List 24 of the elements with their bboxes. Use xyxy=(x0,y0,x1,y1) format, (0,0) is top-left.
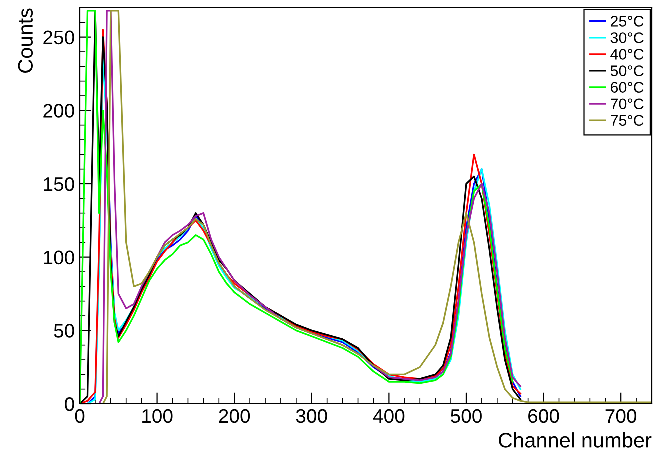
x-tick-label: 0 xyxy=(75,409,85,424)
x-tick-label: 100 xyxy=(142,409,173,424)
y-axis-title: Counts xyxy=(18,8,34,73)
x-tick-label: 600 xyxy=(528,409,560,424)
x-tick-label: 300 xyxy=(296,409,328,424)
legend-label: 30°C xyxy=(610,32,644,44)
y-tick-label: 100 xyxy=(44,250,74,265)
y-tick-label: 250 xyxy=(44,30,74,45)
y-tick-label: 50 xyxy=(54,324,74,338)
legend-label: 50°C xyxy=(610,66,644,76)
x-tick-label: 500 xyxy=(451,409,482,424)
x-tick-label: 200 xyxy=(219,409,250,424)
legend-label: 70°C xyxy=(611,98,644,110)
y-tick-label: 0 xyxy=(65,397,74,412)
y-tick-label: 200 xyxy=(44,104,74,118)
x-tick-label: 400 xyxy=(373,409,405,424)
y-tick-label: 150 xyxy=(44,177,74,192)
legend-label: 25°C xyxy=(610,16,644,27)
x-tick-label: 700 xyxy=(606,409,637,424)
legend-label: 60°C xyxy=(611,82,644,93)
legend-label: 75°C xyxy=(611,115,644,126)
line-series xyxy=(102,10,652,404)
x-axis-title: Channel number xyxy=(499,432,652,448)
legend-label: 40°C xyxy=(610,49,644,60)
